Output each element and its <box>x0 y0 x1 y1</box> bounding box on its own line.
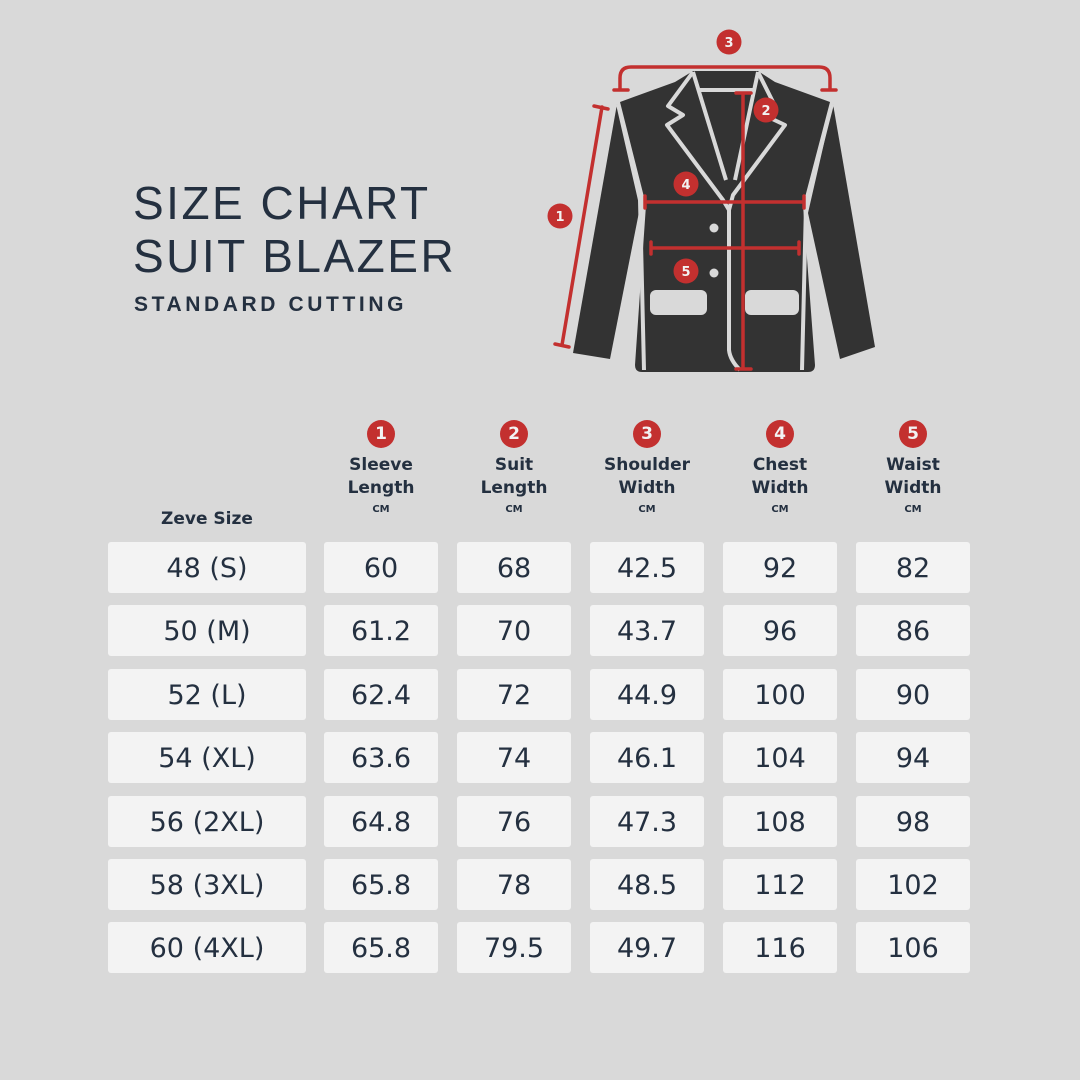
chest-width-cell: 96 <box>723 605 837 657</box>
shoulder-width-cell: 43.7 <box>590 605 704 657</box>
shoulder-width-cell: 44.9 <box>590 668 704 720</box>
title-line-2: SUIT BLAZER <box>133 230 457 282</box>
svg-text:3: 3 <box>724 36 733 51</box>
unit-label: CM <box>904 504 922 515</box>
waist-width-cell: 86 <box>856 605 970 657</box>
column-header-waist-width: 5 Waist Width CM <box>848 420 978 515</box>
shoulder-width-cell: 49.7 <box>590 922 704 974</box>
chest-width-cell: 104 <box>723 732 837 784</box>
svg-text:4: 4 <box>681 178 690 193</box>
size-cell: 50 (M) <box>108 605 306 657</box>
suit-length-cell: 74 <box>457 732 571 784</box>
waist-width-cell: 98 <box>856 795 970 847</box>
chest-width-cell: 100 <box>723 668 837 720</box>
number-badge: 1 <box>367 420 395 448</box>
column-header-sleeve-length: 1 Sleeve Length CM <box>316 420 446 515</box>
waist-width-cell: 90 <box>856 668 970 720</box>
header-line-2: Width <box>618 478 676 498</box>
subtitle: STANDARD CUTTING <box>134 293 408 316</box>
marker-5: 5 <box>673 258 699 284</box>
waist-width-cell: 102 <box>856 859 970 910</box>
sleeve-length-cell: 65.8 <box>324 859 438 910</box>
header-line-1: Shoulder <box>603 455 691 475</box>
chest-width-cell: 116 <box>723 922 837 974</box>
shoulder-width-cell: 42.5 <box>590 542 704 593</box>
size-cell: 54 (XL) <box>108 732 306 784</box>
measure-lines <box>553 65 838 371</box>
column-header-chest-width: 4 Chest Width CM <box>715 420 845 515</box>
number-badge: 4 <box>766 420 794 448</box>
marker-4: 4 <box>673 171 699 197</box>
unit-label: CM <box>771 504 789 515</box>
header-line-1: Sleeve <box>349 455 413 475</box>
suit-length-cell: 76 <box>457 795 571 847</box>
size-cell: 60 (4XL) <box>108 922 306 974</box>
size-column-header: Zeve Size <box>161 509 253 529</box>
suit-length-cell: 79.5 <box>457 922 571 974</box>
suit-length-cell: 72 <box>457 668 571 720</box>
suit-length-cell: 68 <box>457 542 571 593</box>
shoulder-width-cell: 48.5 <box>590 859 704 910</box>
blazer-diagram: 3 2 1 4 5 <box>547 29 875 372</box>
size-cell: 58 (3XL) <box>108 859 306 910</box>
unit-label: CM <box>505 504 523 515</box>
number-badge: 2 <box>500 420 528 448</box>
header-line-1: Suit <box>494 455 534 475</box>
sleeve-length-cell: 64.8 <box>324 795 438 847</box>
chest-width-cell: 92 <box>723 542 837 593</box>
blazer-icon <box>573 70 875 372</box>
number-badge: 5 <box>899 420 927 448</box>
header-line-1: Waist <box>886 455 940 475</box>
sleeve-length-cell: 62.4 <box>324 668 438 720</box>
unit-label: CM <box>638 504 656 515</box>
column-header-shoulder-width: 3 Shoulder Width CM <box>582 420 712 515</box>
shoulder-width-cell: 47.3 <box>590 795 704 847</box>
chest-width-cell: 108 <box>723 795 837 847</box>
suit-length-cell: 70 <box>457 605 571 657</box>
sleeve-length-cell: 65.8 <box>324 922 438 974</box>
svg-text:5: 5 <box>681 265 690 280</box>
size-cell: 52 (L) <box>108 668 306 720</box>
shoulder-width-cell: 46.1 <box>590 732 704 784</box>
marker-2: 2 <box>753 97 779 123</box>
marker-1: 1 <box>547 203 573 229</box>
header-line-1: Chest <box>752 455 808 475</box>
number-badge: 3 <box>633 420 661 448</box>
sleeve-length-cell: 63.6 <box>324 732 438 784</box>
sleeve-length-cell: 60 <box>324 542 438 593</box>
header-line-2: Width <box>884 478 942 498</box>
svg-text:2: 2 <box>761 104 770 119</box>
unit-label: CM <box>372 504 390 515</box>
size-cell: 48 (S) <box>108 542 306 593</box>
waist-width-cell: 94 <box>856 732 970 784</box>
waist-width-cell: 82 <box>856 542 970 593</box>
header-line-2: Width <box>751 478 809 498</box>
header-line-2: Length <box>347 478 415 498</box>
chest-width-cell: 112 <box>723 859 837 910</box>
marker-3: 3 <box>716 29 742 55</box>
waist-width-cell: 106 <box>856 922 970 974</box>
suit-length-cell: 78 <box>457 859 571 910</box>
title-line-1: SIZE CHART <box>133 177 431 229</box>
sleeve-length-cell: 61.2 <box>324 605 438 657</box>
size-cell: 56 (2XL) <box>108 795 306 847</box>
svg-text:1: 1 <box>555 210 564 225</box>
column-header-suit-length: 2 Suit Length CM <box>449 420 579 515</box>
header-line-2: Length <box>480 478 548 498</box>
